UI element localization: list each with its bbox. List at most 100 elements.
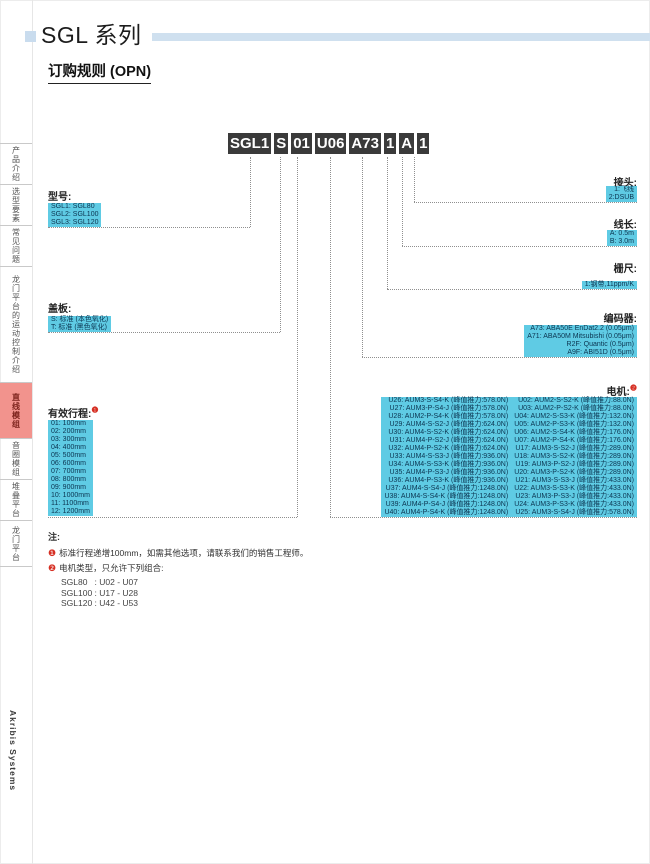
option-row: 01: 100mm (51, 420, 87, 427)
dotted-line (250, 157, 251, 227)
title-accent-square (25, 31, 36, 42)
note-marker-icon: ❷ (48, 563, 57, 573)
dotted-line (330, 157, 331, 517)
option-row: 02: 200mm (51, 428, 87, 435)
option-row: 06: 600mm (51, 460, 87, 467)
sidebar-tab-label: 龙门平台的运动控制介绍 (11, 275, 21, 374)
option-row: R2F: Quantic (0.5μm) (566, 341, 634, 348)
option-row: U33: AUM4-S-S3-J (峰值推力:936.0N) (389, 453, 509, 460)
option-row: A9F: ABI51D (0.5μm) (567, 349, 634, 356)
sidebar: 产品介绍 选型要素 常见问题 龙门平台的运动控制介绍 直线模组 音圈模组 堆叠平… (0, 0, 33, 864)
option-row: U37: AUM4-S-S4-J (峰值推力:1248.0N) (385, 485, 509, 492)
option-row: U28: AUM2-P-S4-K (峰值推力:578.0N) (388, 413, 509, 420)
sidebar-tab[interactable]: 音圈模组 (0, 438, 32, 479)
part-number: SGL1 S 01 U06 A73 1 A 1 (228, 133, 432, 154)
sidebar-tab-label: 龙门平台 (11, 525, 21, 562)
option-row: U36: AUM4-P-S3-K (峰值推力:936.0N) (388, 477, 509, 484)
option-row: U22: AUM3-S-S3-K (峰值推力:433.0N) (514, 485, 634, 492)
cable-length-label: 线长: (613, 220, 637, 231)
option-row: U25: AUM3-S-S4-J (峰值推力:578.0N) (515, 509, 634, 516)
motor-options: U26: AUM3-S-S4-K (峰值推力:578.0N) U27: AUM3-… (381, 397, 637, 517)
note-marker-icon: ❶ (48, 548, 57, 558)
option-row: U24: AUM3-P-S3-K (峰值推力:433.0N) (514, 501, 634, 508)
option-row: U17: AUM3-S-S2-J (峰值推力:289.0N) (515, 445, 634, 452)
option-row: U21: AUM3-S-S3-J (峰值推力:433.0N) (515, 477, 634, 484)
note-ref-icon: ❷ (629, 383, 637, 393)
part-number-segment: SGL1 (228, 133, 272, 154)
option-row: 07: 700mm (51, 468, 87, 475)
sidebar-tab-label: 常见问题 (11, 228, 21, 264)
option-row: A: 0.5m (609, 230, 634, 237)
connector-options: 1:飞线 2:DSUB (605, 186, 637, 202)
option-row: U32: AUM4-P-S2-K (峰值推力:624.0N) (388, 445, 509, 452)
part-number-segment: U06 (314, 133, 347, 154)
sidebar-tab[interactable]: 直线模组 (0, 382, 32, 438)
option-row: U06: AUM2-S-S4-K (峰值推力:176.0N) (514, 429, 634, 436)
dotted-line (48, 332, 280, 333)
option-row: 09: 900mm (51, 484, 87, 491)
section-title: 订购规则 (OPN) (48, 60, 152, 84)
stroke-options: 01: 100mm 02: 200mm 03: 300mm 04: 400mm 05: … (48, 420, 93, 516)
cover-label: 盖板: (48, 304, 72, 315)
motor-combo-row: SGL120 : U42 - U53 (61, 598, 139, 608)
sidebar-tab[interactable]: 龙门平台 (0, 520, 32, 567)
sidebar-tab[interactable]: 龙门平台的运动控制介绍 (0, 266, 32, 382)
motor-combo-list: SGL80 : U02 - U07 SGL100 : U17 - U28 SGL12… (61, 577, 308, 609)
note-row: ❶ 标准行程递增100mm，如需其他选项，请联系我们的销售工程师。 (48, 547, 308, 559)
note-row: ❷ 电机类型，只允许下列组合: (48, 562, 308, 574)
dotted-line (362, 357, 637, 358)
option-row: 12: 1200mm (51, 508, 90, 515)
note-text: 电机类型，只允许下列组合: (59, 563, 164, 573)
notes: 注: ❶ 标准行程递增100mm，如需其他选项，请联系我们的销售工程师。 ❷ 电机类… (48, 530, 308, 609)
sidebar-tab[interactable]: 堆叠平台 (0, 479, 32, 520)
option-row: U38: AUM4-S-S4-K (峰值推力:1248.0N) (384, 493, 509, 500)
stroke-label: 有效行程:❶ (48, 405, 99, 420)
dotted-line (362, 157, 363, 357)
part-number-segment: A73 (349, 133, 381, 154)
note-ref-icon: ❶ (91, 405, 99, 415)
option-row: U19: AUM3-P-S2-J (峰值推力:289.0N) (515, 461, 634, 468)
sidebar-tab-label: 产品介绍 (11, 146, 21, 182)
part-number-segment: 01 (291, 133, 312, 154)
brand-vertical-text: Akribis Systems (8, 710, 18, 792)
option-row: 2:DSUB (608, 194, 634, 201)
cover-options: S: 标准 (本色氧化) T: 标准 (黑色氧化) (48, 316, 112, 332)
sidebar-tab[interactable]: 常见问题 (0, 225, 32, 266)
dotted-line (48, 227, 250, 228)
option-row: B: 3.0m (609, 238, 634, 245)
option-row: U35: AUM4-P-S3-J (峰值推力:936.0N) (389, 469, 509, 476)
motor-column-left: U26: AUM3-S-S4-K (峰值推力:578.0N) U27: AUM3-… (384, 397, 508, 517)
dotted-line (48, 517, 297, 518)
option-row: U04: AUM2-S-S3-K (峰值推力:132.0N) (514, 413, 634, 420)
option-row: U34: AUM4-S-S3-K (峰值推力:936.0N) (388, 461, 509, 468)
option-row: U20: AUM3-P-S2-K (峰值推力:289.0N) (514, 469, 634, 476)
dotted-line (280, 157, 281, 332)
motor-combo-row: SGL80 : U02 - U07 (61, 577, 139, 587)
part-number-segment: 1 (383, 133, 397, 154)
model-label: 型号: (48, 192, 72, 203)
option-row: SGL2: SGL100 (51, 211, 99, 218)
option-row: U05: AUM2-P-S3-K (峰值推力:132.0N) (514, 421, 634, 428)
sidebar-tab[interactable]: 选型要素 (0, 184, 32, 225)
option-row: 11: 1100mm (51, 500, 89, 507)
part-number-segment: A (399, 133, 415, 154)
dotted-line (402, 157, 403, 246)
dotted-line (387, 289, 637, 290)
option-row: SGL3: SGL120 (51, 219, 99, 226)
dotted-line (297, 157, 298, 517)
sidebar-tab[interactable]: 产品介绍 (0, 143, 32, 184)
option-row: U03: AUM2-P-S2-K (峰值推力:88.0N) (518, 405, 634, 412)
encoder-options: A73: ABA50E EnDat2.2 (0.05μm) A71: ABA50M… (524, 325, 637, 357)
dotted-line (414, 157, 415, 202)
motor-combo-row: SGL100 : U17 - U28 (61, 587, 139, 598)
notes-heading: 注: (48, 532, 60, 542)
motor-label: 电机:❷ (606, 383, 637, 398)
option-row: SGL1: SGL80 (51, 203, 95, 210)
option-row: T: 标准 (黑色氧化) (51, 324, 107, 331)
sidebar-tab-label: 直线模组 (11, 392, 21, 429)
option-row: 08: 800mm (51, 476, 87, 483)
option-row: 10: 1000mm (51, 492, 90, 499)
notes-list: ❶ 标准行程递增100mm，如需其他选项，请联系我们的销售工程师。 ❷ 电机类型，只… (48, 547, 308, 574)
motor-column-right: U02: AUM2-S-S2-K (峰值推力:88.0N) U03: AUM2-P… (514, 397, 634, 517)
